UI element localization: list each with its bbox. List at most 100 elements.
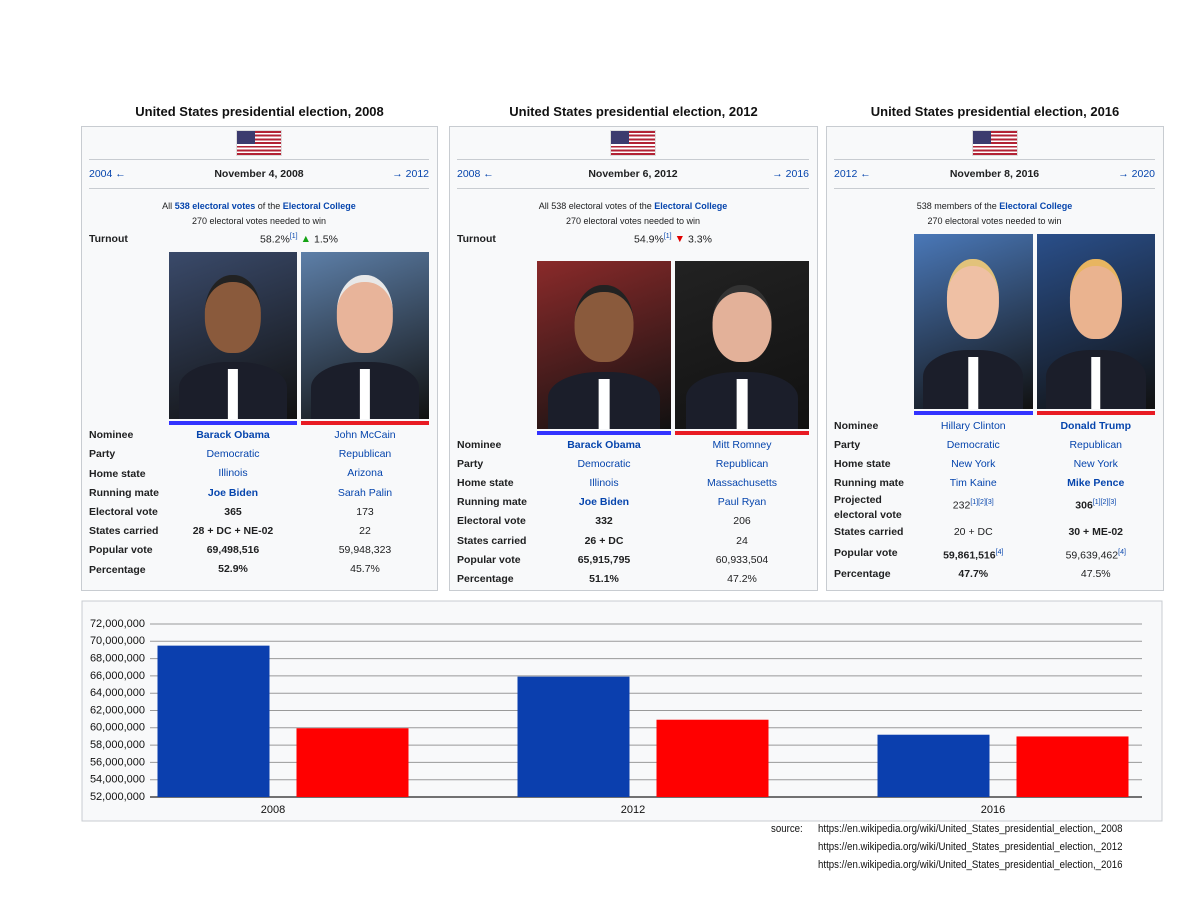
flag-box xyxy=(457,127,809,159)
prev-link[interactable]: 2008 ← xyxy=(457,168,494,180)
next-link[interactable]: → 2012 xyxy=(392,168,429,180)
value-link[interactable]: Illinois xyxy=(218,467,248,480)
row-value: Republican xyxy=(1037,436,1156,455)
result-rows: Nominee Hillary Clinton Donald Trump Party D… xyxy=(834,417,1155,585)
candidate-column xyxy=(675,261,809,435)
turnout-pct: 58.2% xyxy=(260,233,290,246)
source-url[interactable]: https://en.wikipedia.org/wiki/United_Sta… xyxy=(818,823,1123,835)
value-link[interactable]: Donald Trump xyxy=(1060,419,1132,432)
value-link[interactable]: Republican xyxy=(715,457,769,470)
info-link[interactable]: Electoral College xyxy=(999,201,1073,211)
turnout-change: 3.3% xyxy=(688,233,712,246)
row-value: Illinois xyxy=(169,464,297,483)
photo-head xyxy=(574,284,634,363)
spacer xyxy=(89,252,165,425)
infobox: 2008 ← November 6, 2012 → 2016 All 538 elec… xyxy=(449,126,818,591)
row-value: Democratic xyxy=(914,436,1033,455)
source-url[interactable]: https://en.wikipedia.org/wiki/United_Sta… xyxy=(818,859,1123,871)
value: 59,948,323 xyxy=(338,544,392,557)
reference[interactable]: [1] xyxy=(663,232,672,240)
row-label: Percentage xyxy=(834,568,891,581)
result-row: States carried 26 + DC 24 xyxy=(457,532,809,551)
reference[interactable]: [1][2][3] xyxy=(970,499,994,507)
value-link[interactable]: Paul Ryan xyxy=(717,496,767,509)
date: November 8, 2016 xyxy=(949,168,1040,180)
value-link[interactable]: Democratic xyxy=(946,438,1000,451)
value-link[interactable]: Illinois xyxy=(589,476,619,489)
value-link[interactable]: Democratic xyxy=(577,457,631,470)
result-row: Percentage 51.1% 47.2% xyxy=(457,570,809,589)
value-link[interactable]: Republican xyxy=(1069,438,1123,451)
row-value: 22 xyxy=(301,522,429,541)
result-row: Nominee Barack Obama Mitt Romney xyxy=(457,436,809,455)
value-link[interactable]: Joe Biden xyxy=(207,486,259,499)
row-value: Illinois xyxy=(537,474,671,493)
value-link[interactable]: Democratic xyxy=(206,448,260,461)
value-link[interactable]: New York xyxy=(951,457,996,470)
value: 232 xyxy=(952,499,971,512)
value-link[interactable]: New York xyxy=(1073,457,1118,470)
value-link[interactable]: Mitt Romney xyxy=(712,438,772,451)
row-label: Running mate xyxy=(89,486,159,499)
value: 65,915,795 xyxy=(577,553,631,566)
reference[interactable]: [1] xyxy=(289,232,298,240)
info-line: 270 electoral votes needed to win xyxy=(89,214,429,229)
result-row: Nominee Barack Obama John McCain xyxy=(89,426,429,445)
value-link[interactable]: Tim Kaine xyxy=(949,477,997,490)
photo-shirt xyxy=(1091,356,1101,409)
reference[interactable]: [1][2][3] xyxy=(1092,499,1117,507)
result-row: Home state Illinois Massachusetts xyxy=(457,474,809,493)
row-value: New York xyxy=(914,455,1033,474)
info-line: 538 members of the Electoral College xyxy=(834,199,1155,214)
prev-link[interactable]: 2004 ← xyxy=(89,168,126,180)
value-link[interactable]: Sarah Palin xyxy=(337,486,393,499)
value-link[interactable]: Barack Obama xyxy=(196,429,270,441)
value: 28 + DC + NE-02 xyxy=(192,525,274,538)
row-value: Tim Kaine xyxy=(914,474,1033,493)
row-value: 59,639,462[4] xyxy=(1037,543,1156,566)
value-link[interactable]: Republican xyxy=(338,448,392,461)
photo-shirt xyxy=(968,356,978,409)
value-link[interactable]: Massachusetts xyxy=(706,476,778,489)
info-text: All xyxy=(162,201,175,211)
flag xyxy=(611,131,655,155)
info-link[interactable]: Electoral College xyxy=(282,201,356,211)
next-link[interactable]: → 2020 xyxy=(1118,168,1155,180)
value-link[interactable]: Mike Pence xyxy=(1067,477,1125,490)
row-label: Nominee xyxy=(457,438,502,451)
turnout-value: 54.9%[1] ▼ 3.3% xyxy=(537,233,809,246)
info-text: 270 electoral votes needed to win xyxy=(565,216,701,226)
result-row: Home state New York New York xyxy=(834,455,1155,474)
infobox: 2012 ← November 8, 2016 → 2020 538 members … xyxy=(826,126,1164,591)
result-row: Party Democratic Republican xyxy=(89,445,429,464)
row-label: Party xyxy=(89,448,116,461)
info-link[interactable]: 538 electoral votes xyxy=(174,201,256,211)
candidate-column xyxy=(914,234,1033,415)
result-row: Percentage 47.7% 47.5% xyxy=(834,565,1155,584)
result-row: Party Democratic Republican xyxy=(834,436,1155,455)
photo-row xyxy=(89,252,429,425)
turnout-label: Turnout xyxy=(89,233,128,245)
y-tick-label: 70,000,000 xyxy=(90,635,145,647)
party-color-bar xyxy=(537,431,671,435)
prev-link[interactable]: 2012 ← xyxy=(834,168,871,180)
value-link[interactable]: Barack Obama xyxy=(567,438,641,451)
nav: 2008 ← November 6, 2012 → 2016 xyxy=(457,160,809,188)
value-link[interactable]: Arizona xyxy=(347,467,383,480)
candidate-column xyxy=(537,261,671,435)
value-link[interactable]: Joe Biden xyxy=(578,496,630,509)
source-label: source: xyxy=(771,823,803,835)
value-link[interactable]: John McCain xyxy=(334,429,396,441)
info-link[interactable]: Electoral College xyxy=(654,201,728,211)
value-link[interactable]: Hillary Clinton xyxy=(940,419,1006,432)
reference[interactable]: [4] xyxy=(1118,548,1126,556)
next-link[interactable]: → 2016 xyxy=(772,168,809,180)
result-rows: Nominee Barack Obama Mitt Romney Party Democ… xyxy=(457,436,809,590)
row-value: Joe Biden xyxy=(169,484,297,503)
reference[interactable]: [4] xyxy=(995,548,1004,556)
row-value: Republican xyxy=(675,455,809,474)
source-url[interactable]: https://en.wikipedia.org/wiki/United_Sta… xyxy=(818,841,1123,853)
electoral-info: All 538 electoral votes of the Electoral… xyxy=(89,189,429,229)
